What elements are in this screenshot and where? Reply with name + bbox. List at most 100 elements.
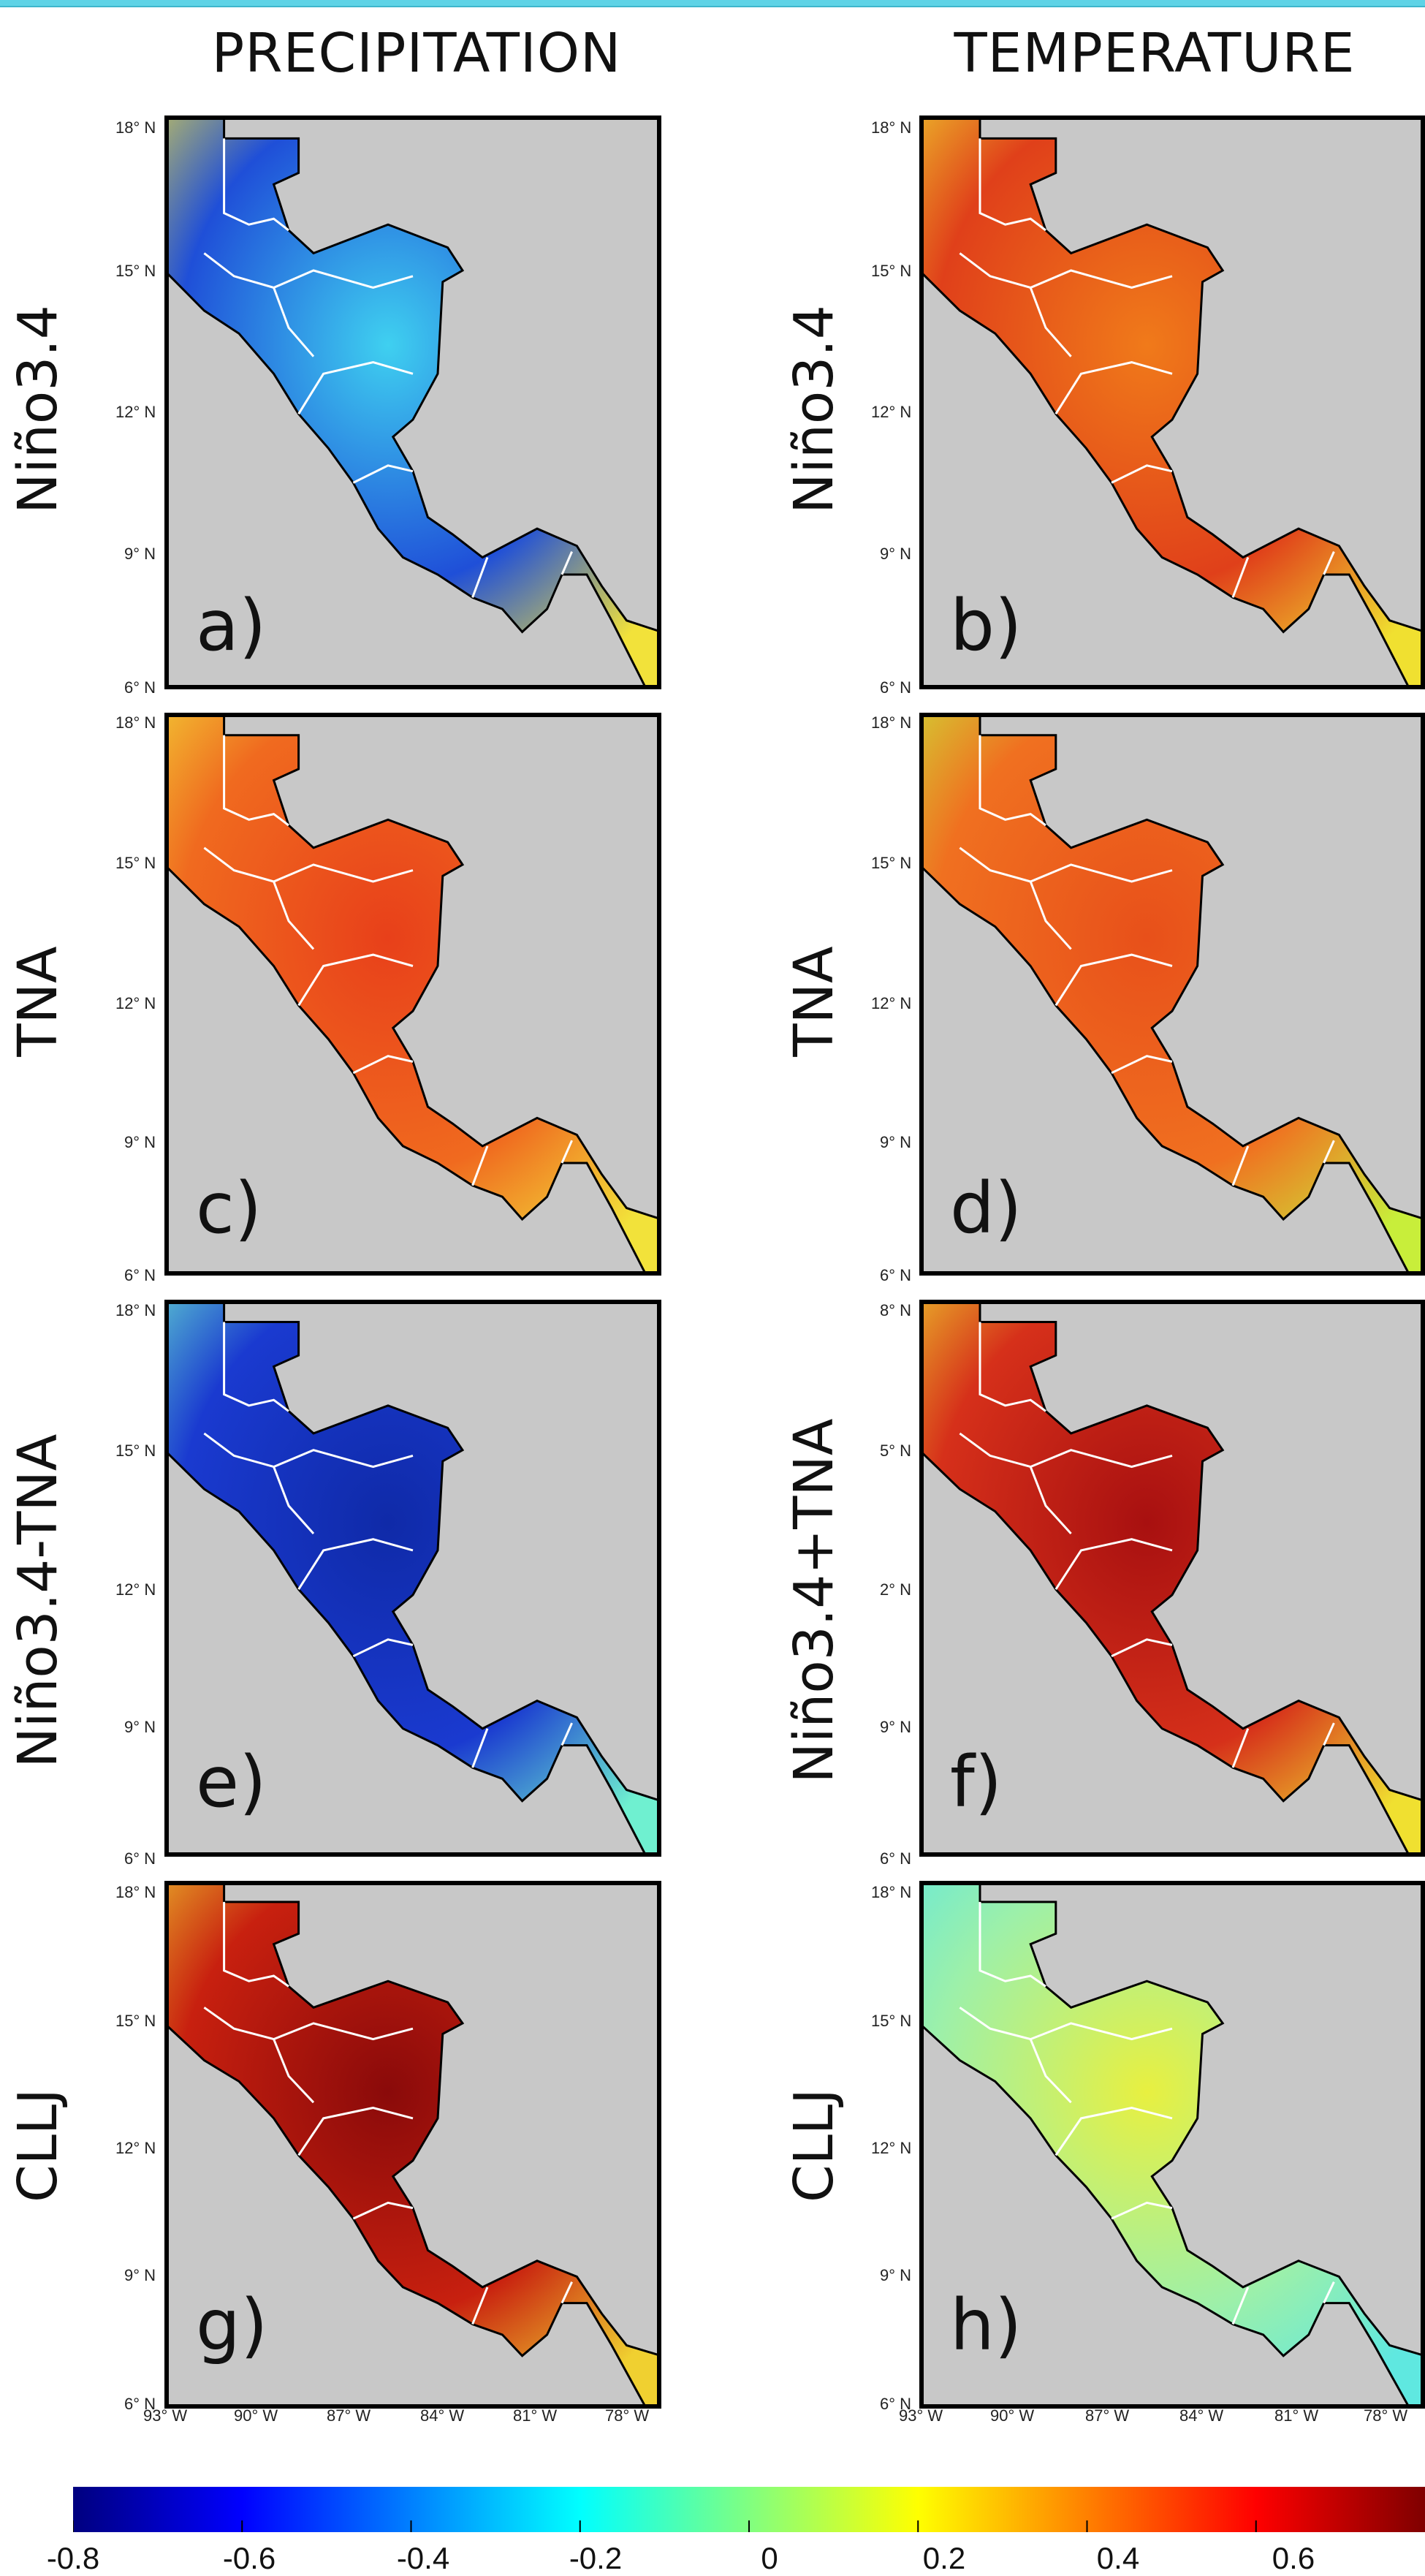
country-border: [1231, 2287, 1250, 2325]
map-svg: [919, 713, 1425, 1276]
landmass: [164, 115, 661, 689]
country-border: [273, 881, 315, 950]
landmass: [919, 1300, 1425, 1857]
lat-tick: 6° N: [124, 678, 156, 697]
panel-frame: [919, 1300, 1425, 1857]
panel-frame: [164, 713, 661, 1276]
panel-letter-c: c): [196, 1167, 262, 1249]
colorbar-label: 0.2: [922, 2541, 966, 2575]
panel-letter-a: a): [196, 585, 267, 667]
colorbar-label: 0.4: [1096, 2541, 1140, 2575]
lat-tick: 9° N: [880, 1718, 912, 1736]
lat-tick: 9° N: [880, 1133, 912, 1151]
panel-frame: [919, 1881, 1425, 2409]
map-svg: [164, 713, 661, 1276]
precipitation-header: PRECIPITATION: [211, 22, 622, 85]
lat-tick: 6° N: [880, 1266, 912, 1284]
lat-tick: 5° N: [880, 1442, 912, 1460]
lat-tick: 6° N: [124, 1266, 156, 1284]
country-border: [560, 1140, 573, 1164]
panel-frame: [164, 1300, 661, 1857]
country-border: [297, 1538, 414, 1591]
country-border: [1111, 2201, 1173, 2220]
lat-tick: 6° N: [124, 1849, 156, 1868]
country-border: [1323, 1140, 1335, 1164]
map-svg: [164, 1881, 661, 2409]
map-svg: [919, 115, 1425, 689]
lon-tick: 90° W: [234, 2406, 278, 2425]
row-label-right-2: TNA: [783, 946, 846, 1057]
temperature-header: TEMPERATURE: [954, 22, 1356, 85]
lat-tick: 15° N: [871, 854, 912, 872]
lon-tick: 81° W: [1274, 2406, 1319, 2425]
lon-tick: 84° W: [1179, 2406, 1224, 2425]
country-border: [1029, 2039, 1072, 2104]
panel-frame: [164, 1881, 661, 2409]
panel-letter-g: g): [196, 2284, 268, 2366]
map-svg: [164, 1300, 661, 1857]
lon-tick: 78° W: [1364, 2406, 1408, 2425]
country-border: [203, 1432, 414, 1469]
lon-tick: 81° W: [513, 2406, 558, 2425]
country-border: [959, 2007, 1173, 2041]
lat-tick: 9° N: [880, 545, 912, 563]
country-border: [352, 464, 414, 484]
lat-tick: 6° N: [880, 2395, 912, 2413]
lat-tick: 6° N: [880, 1849, 912, 1868]
panel-letter-e: e): [196, 1741, 267, 1823]
lat-tick: 12° N: [871, 994, 912, 1012]
lat-tick: 9° N: [124, 1133, 156, 1151]
lat-tick: 9° N: [880, 2266, 912, 2284]
lat-tick: 18° N: [871, 713, 912, 732]
country-border: [1054, 1538, 1173, 1591]
country-border: [223, 138, 289, 232]
country-border: [1111, 1055, 1173, 1075]
country-border: [203, 846, 414, 883]
country-border: [1111, 1638, 1173, 1658]
row-label-left-1: Niño3.4: [7, 305, 69, 514]
lat-tick: 9° N: [124, 1718, 156, 1736]
colorbar: [72, 2487, 1425, 2532]
country-border: [471, 1145, 489, 1186]
lon-tick: 87° W: [1085, 2406, 1130, 2425]
panel-letter-d: d): [950, 1167, 1022, 1249]
colorbar-label: -0.6: [222, 2541, 276, 2575]
country-border: [297, 361, 414, 414]
country-border: [1323, 550, 1335, 575]
landmass: [919, 115, 1425, 689]
colorbar-label: 0: [761, 2541, 778, 2575]
map-svg: [919, 1881, 1425, 2409]
colorbar-label: -0.8: [46, 2541, 100, 2575]
country-border: [471, 2287, 489, 2325]
country-border: [273, 1466, 315, 1534]
row-label-right-4: CLLJ: [783, 2088, 846, 2202]
country-border: [223, 1322, 289, 1412]
country-border: [297, 953, 414, 1007]
map-panel-b: [919, 115, 1425, 689]
row-label-left-2: TNA: [7, 946, 69, 1057]
country-border: [1323, 1722, 1335, 1746]
country-border: [959, 846, 1173, 883]
map-panel-f: [919, 1300, 1425, 1857]
lat-tick: 18° N: [871, 1883, 912, 1901]
map-panel-g: [164, 1881, 661, 2409]
country-border: [1323, 2281, 1335, 2304]
country-border: [560, 551, 573, 575]
map-panel-e: [164, 1300, 661, 1857]
lat-tick: 8° N: [880, 1301, 912, 1319]
country-border: [223, 1901, 289, 1988]
country-border: [1231, 556, 1250, 598]
country-border: [352, 1055, 414, 1075]
map-svg: [164, 115, 661, 689]
country-border: [1054, 953, 1173, 1007]
lat-tick: 15° N: [115, 262, 156, 280]
lat-tick: 6° N: [880, 678, 912, 697]
lat-tick: 18° N: [115, 713, 156, 732]
landmass: [164, 1881, 661, 2409]
map-svg: [919, 1300, 1425, 1857]
country-border: [978, 1322, 1046, 1412]
panel-frame: [164, 115, 661, 689]
country-border: [352, 2201, 414, 2220]
country-border: [471, 556, 489, 598]
panel-letter-b: b): [950, 585, 1022, 667]
